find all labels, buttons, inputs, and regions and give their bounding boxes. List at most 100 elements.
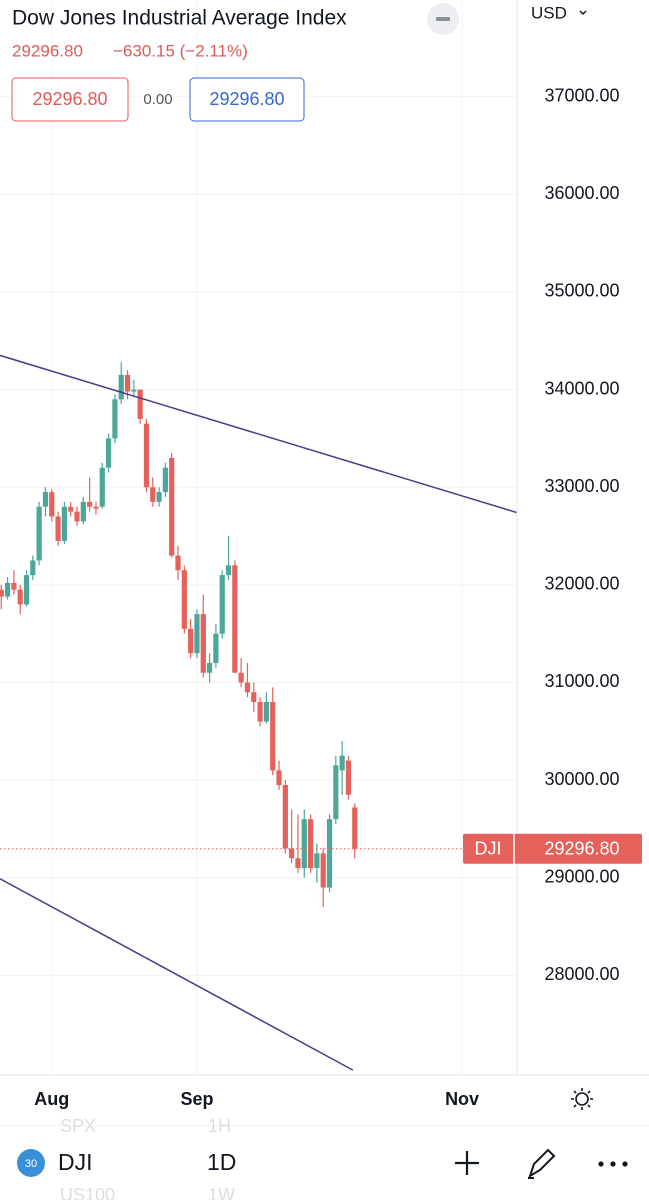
candle-body: [112, 399, 118, 439]
candle-body: [263, 702, 269, 722]
candle-body: [99, 467, 105, 507]
candle-body: [175, 555, 181, 571]
candle-body: [36, 506, 42, 561]
candle-body: [143, 423, 150, 488]
candle-body: [333, 765, 339, 820]
y-tick-label: 31000.00: [544, 671, 619, 691]
grid: [0, 0, 517, 1075]
sell-box[interactable]: [11, 77, 129, 122]
last-price: 29296.80: [12, 41, 83, 60]
candle-body: [213, 633, 219, 663]
y-tick-label: 37000.00: [544, 85, 619, 105]
candle-body: [232, 565, 238, 673]
candle-body: [270, 702, 276, 771]
y-tick-label: 35000.00: [544, 281, 619, 301]
candle-body: [11, 582, 17, 590]
badge-text: 30: [25, 1158, 37, 1170]
settings-icon[interactable]: [571, 1088, 593, 1110]
candle-body: [23, 575, 30, 605]
candle-body: [289, 848, 295, 859]
candle-body: [162, 467, 168, 493]
candle-body: [124, 374, 131, 392]
toolbar-symbol[interactable]: DJI: [58, 1149, 93, 1175]
y-tick-label: 32000.00: [544, 574, 619, 594]
candle-body: [251, 692, 257, 703]
trend-line: [0, 878, 354, 1071]
y-tick-label: 33000.00: [544, 476, 619, 496]
candle-body: [352, 807, 358, 849]
candle-body: [276, 770, 282, 786]
candle-body: [282, 785, 288, 849]
symbol-title: Dow Jones Industrial Average Index: [12, 7, 347, 30]
currency-caret: [579, 10, 587, 16]
candle-body: [55, 516, 61, 541]
trend-line: [0, 354, 518, 514]
candle-body: [295, 858, 301, 869]
candle-body: [169, 457, 175, 556]
last-price-symbol: DJI: [475, 839, 502, 859]
buy-box[interactable]: [189, 77, 305, 122]
candle-body: [307, 819, 314, 869]
candle-body: [0, 589, 4, 597]
candle-body: [68, 506, 74, 512]
x-tick-label: Aug: [34, 1089, 69, 1109]
symbol-badge: [17, 1149, 45, 1177]
candle-body: [4, 582, 11, 597]
toolbar-interval[interactable]: 1D: [207, 1149, 236, 1175]
last-price-label: 29296.80: [544, 839, 619, 859]
collapse-icon: [436, 17, 450, 21]
ghost-symbol: US100: [60, 1185, 115, 1200]
candle-body: [345, 760, 352, 795]
y-tick-label: 34000.00: [544, 378, 619, 398]
y-tick-label: 28000.00: [544, 964, 619, 984]
candle-body: [42, 492, 49, 507]
candle-body: [257, 702, 263, 722]
candle-body: [118, 374, 124, 400]
candle-body: [326, 819, 333, 888]
candle-body: [181, 570, 187, 629]
candle-body: [194, 614, 200, 654]
bid-price: 29296.80: [32, 89, 107, 109]
draw-icon[interactable]: [528, 1148, 556, 1179]
y-tick-label: 29000.00: [544, 867, 619, 887]
candle-body: [131, 389, 137, 392]
candle-body: [150, 487, 156, 502]
add-icon[interactable]: [455, 1151, 479, 1175]
more-icon[interactable]: [598, 1161, 628, 1167]
candle-body: [238, 672, 244, 683]
x-tick-label: Sep: [180, 1089, 213, 1109]
ghost-symbol: SPX: [60, 1116, 96, 1136]
candle-body: [206, 662, 213, 673]
spread: 0.00: [143, 91, 172, 108]
candle-body: [301, 819, 307, 869]
candle-body: [30, 560, 36, 576]
ask-price: 29296.80: [209, 89, 284, 109]
candle-body: [87, 501, 93, 507]
x-tick-label: Nov: [445, 1089, 479, 1109]
candle-body: [93, 506, 99, 509]
candle-body: [156, 492, 162, 502]
candle-body: [74, 511, 80, 522]
candle-body: [200, 614, 206, 673]
candle-body: [219, 575, 225, 634]
price-change: −630.15 (−2.11%): [113, 41, 248, 60]
ghost-interval: 1H: [208, 1116, 231, 1136]
candle-body: [17, 589, 23, 605]
candle-body: [320, 853, 326, 888]
candle-body: [225, 565, 232, 576]
y-tick-label: 30000.00: [544, 769, 619, 789]
candle-body: [80, 501, 86, 522]
plot: [0, 354, 518, 1071]
ghost-interval: 1W: [208, 1185, 235, 1200]
candle-body: [188, 628, 194, 654]
candle-body: [49, 492, 55, 517]
currency[interactable]: USD: [531, 3, 567, 22]
y-tick-label: 36000.00: [544, 183, 619, 203]
candle-body: [61, 506, 67, 541]
candle-body: [137, 389, 143, 419]
candle-body: [314, 853, 320, 869]
candle-body: [339, 755, 345, 771]
candle-body: [105, 438, 112, 468]
